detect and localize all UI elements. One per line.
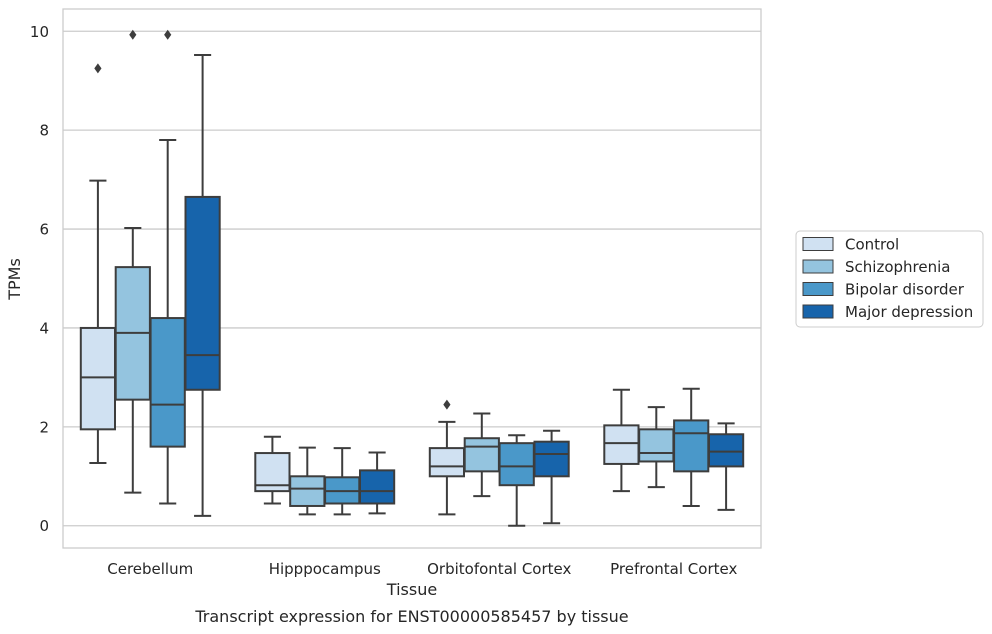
x-tick-label: Orbitofontal Cortex — [427, 560, 571, 578]
box-iqr — [498, 442, 535, 487]
x-tick-label: Hipppocampus — [269, 560, 381, 578]
box — [428, 399, 466, 516]
legend: Control Schizophrenia Bipolar disorder Majo… — [795, 230, 984, 328]
outlier-point — [443, 399, 451, 410]
box — [673, 387, 710, 507]
outlier-point — [94, 63, 102, 74]
box — [533, 429, 570, 525]
box — [79, 63, 117, 464]
box-iqr — [638, 428, 675, 463]
box — [463, 412, 500, 498]
y-tick-label: 6 — [39, 221, 49, 239]
x-tick-labels: Cerebellum Hipppocampus Orbitofontal Corte… — [107, 560, 737, 578]
box-groups — [79, 29, 745, 527]
outlier-point — [164, 29, 172, 40]
legend-label: Schizophrenia — [845, 258, 950, 276]
x-tick-label: Prefrontal Cortex — [610, 560, 737, 578]
y-tick-label: 10 — [30, 23, 49, 41]
box-iqr — [673, 419, 710, 473]
box-iqr — [289, 475, 326, 507]
chart-title: Transcript expression for ENST0000058545… — [194, 607, 628, 626]
box-iqr — [79, 326, 117, 431]
box — [638, 406, 675, 489]
box — [324, 447, 361, 516]
legend-swatch — [802, 237, 834, 251]
outlier-point — [129, 29, 137, 40]
box-iqr — [707, 433, 745, 468]
box-iqr — [149, 317, 186, 448]
box-iqr — [184, 195, 221, 391]
box — [184, 53, 221, 517]
legend-label: Control — [845, 236, 899, 254]
box-iqr — [603, 424, 640, 465]
legend-swatch — [802, 282, 834, 296]
box — [149, 29, 186, 505]
legend-frame — [795, 230, 984, 328]
legend-swatch — [802, 259, 834, 274]
x-tick-label: Cerebellum — [107, 560, 193, 578]
legend-label: Major depression — [845, 303, 973, 321]
y-tick-label: 4 — [39, 319, 49, 337]
legend-label: Bipolar disorder — [845, 281, 965, 299]
y-axis-title: TPMs — [5, 258, 24, 301]
box — [498, 434, 535, 527]
box-iqr — [463, 437, 500, 473]
y-tick-label: 8 — [39, 122, 49, 140]
box — [603, 388, 640, 493]
plot-frame — [62, 8, 762, 549]
box-iqr — [358, 469, 396, 505]
box — [707, 422, 745, 511]
box-iqr — [428, 447, 466, 478]
legend-swatch — [802, 304, 834, 319]
box — [114, 29, 151, 494]
box-iqr — [533, 440, 570, 478]
box — [358, 451, 396, 515]
x-axis-title: Tissue — [386, 580, 437, 599]
y-tick-labels: 0 2 4 6 8 10 — [30, 23, 49, 535]
box — [254, 435, 291, 505]
y-tick-label: 2 — [39, 418, 49, 436]
y-tick-label: 0 — [39, 517, 49, 535]
box — [289, 446, 326, 516]
